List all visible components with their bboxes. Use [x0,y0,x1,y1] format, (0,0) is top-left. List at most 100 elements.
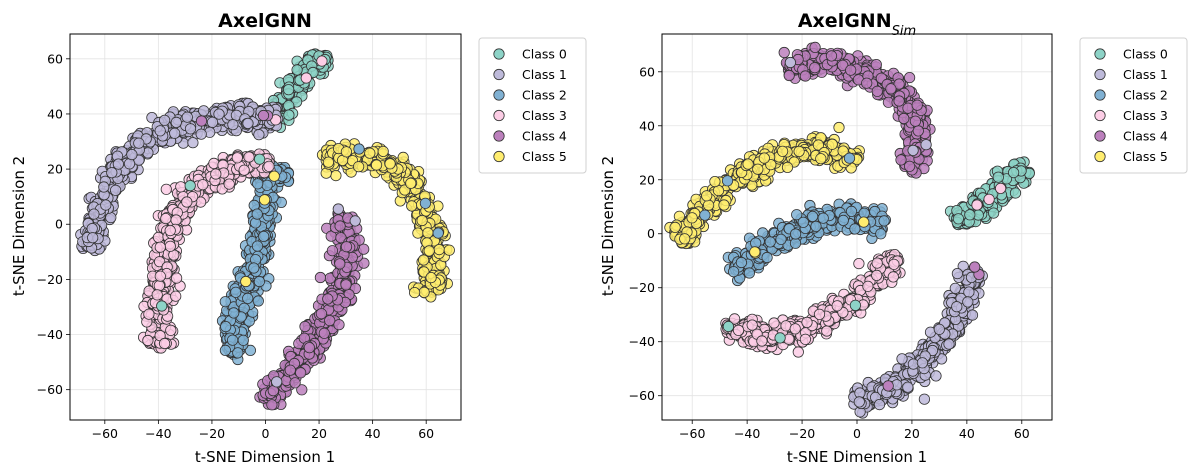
data-point [314,271,326,284]
data-point [417,254,430,266]
data-point [930,370,942,382]
data-point [949,282,961,294]
data-point [315,308,327,320]
data-point [326,245,338,257]
data-point [853,257,865,270]
y-tick-label: 60 [47,51,63,66]
data-point [154,270,166,282]
data-point [248,262,260,274]
data-point [761,251,773,264]
legend-label: Class 3 [522,108,567,123]
x-tick-label: −40 [145,426,171,441]
data-point [806,210,819,222]
y-tick-label: 60 [639,64,655,79]
x-tick-label: −40 [734,426,760,441]
data-point [825,50,838,62]
data-point [799,70,812,82]
data-point [422,227,434,239]
data-point [895,154,907,166]
data-point [160,213,172,225]
x-tick-label: 0 [853,426,861,441]
data-point [432,227,444,239]
data-point [871,269,883,281]
data-point [885,83,897,95]
data-point [243,151,255,163]
data-point [110,184,122,196]
data-point [227,119,239,131]
data-point [902,381,914,393]
data-point [419,197,431,209]
legend-label: Class 5 [522,149,567,164]
data-point [912,125,924,137]
data-point [775,233,787,245]
data-point [377,145,389,157]
data-point [918,393,931,405]
data-point [845,64,857,76]
panel-axelgnn: AxelGNN t-SNE Dimension 1 t-SNE Dimensio… [10,10,587,466]
data-point [789,237,802,249]
data-point [206,116,219,128]
series-class-2 [722,198,892,287]
data-point [789,323,801,335]
data-point [254,153,266,165]
y-tick-label: −20 [629,280,655,295]
x-tick-label: 0 [262,426,270,441]
data-point [870,58,882,71]
data-point [349,215,361,227]
data-point [106,167,118,179]
data-point [283,109,295,121]
data-point [405,177,417,189]
scatter-points [664,41,1035,419]
data-point [789,228,802,240]
y-tick-label: 20 [47,162,63,177]
data-point [223,178,235,190]
data-point [799,333,812,345]
x-tick-label: 20 [311,426,327,441]
data-point [251,208,263,220]
data-point [743,267,756,279]
data-point [154,241,166,253]
y-tick-label: 40 [47,106,63,121]
x-tick-label: 60 [1014,426,1030,441]
data-point [142,334,154,347]
data-point [340,279,352,291]
data-point [198,105,210,117]
data-point [268,170,280,182]
data-point [963,286,975,298]
data-point [756,335,768,347]
data-point [184,123,197,135]
data-point [735,256,748,269]
data-point [169,127,181,139]
data-point [257,109,270,122]
x-axis-label: t-SNE Dimension 1 [787,448,927,466]
data-point [831,300,843,312]
data-point [322,293,334,305]
data-point [230,286,242,298]
data-point [165,324,177,336]
data-point [340,146,352,158]
legend-label: Class 1 [522,67,567,82]
x-tick-label: −60 [92,426,118,441]
data-point [933,323,945,335]
data-point [197,179,209,191]
x-tick-label: 60 [418,426,434,441]
data-point [987,207,1000,219]
data-point [833,121,845,134]
scatter-points [75,48,455,411]
legend-marker [493,68,505,81]
data-point [88,208,100,220]
data-point [253,129,265,141]
data-point [992,171,1004,183]
data-point [898,112,910,125]
legend-label: Class 0 [522,47,567,62]
data-point [181,196,193,208]
data-point [353,143,365,155]
data-point [170,214,182,226]
data-point [300,72,312,84]
data-point [143,308,155,320]
data-point [282,84,295,96]
x-tick-label: −20 [789,426,815,441]
data-point [231,152,243,164]
data-point [263,160,275,172]
